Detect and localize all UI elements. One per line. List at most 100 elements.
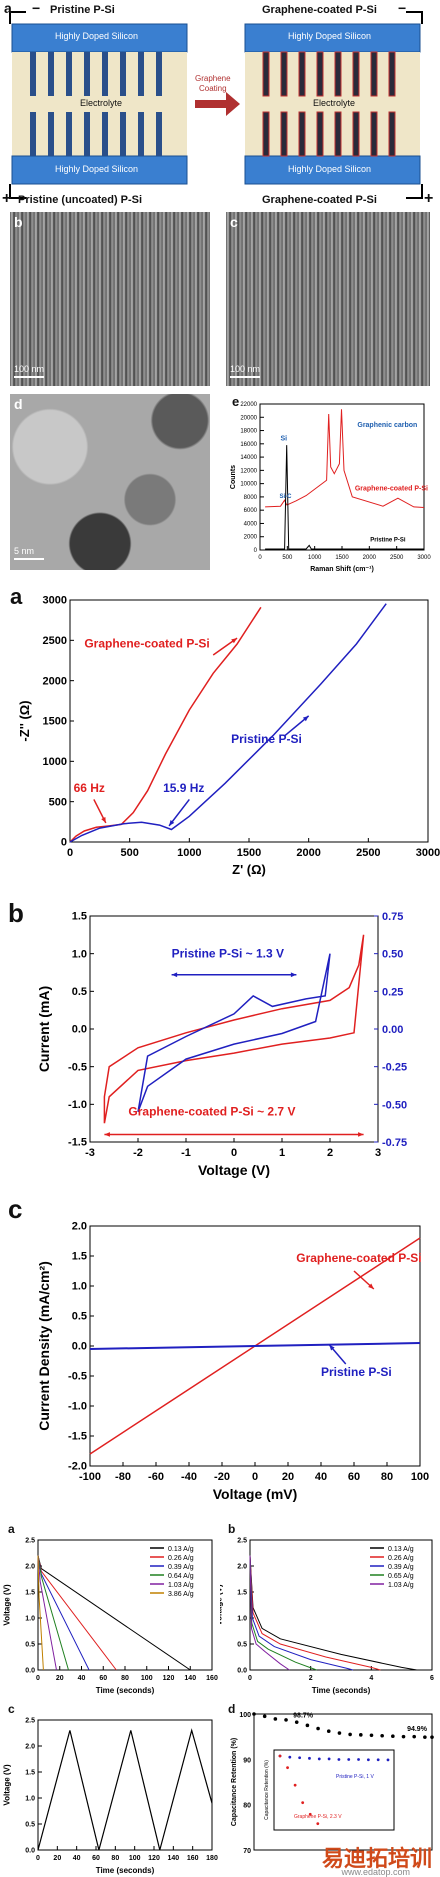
eis-annotation-66hz: 66 Hz <box>74 781 105 795</box>
retention-inset-annotation-pristine: Pristine P-Si, 1 V <box>336 1774 374 1780</box>
gcd_a-xlabel: Time (seconds) <box>96 1686 155 1695</box>
gcd_c-ytick-label: 1.0 <box>25 1795 35 1802</box>
eis-series-pristine <box>69 603 387 843</box>
eis-xtick-label: 2500 <box>356 847 380 859</box>
gcd-label-d: d <box>228 1702 236 1716</box>
eis-xtick-label: 0 <box>67 847 73 859</box>
cv-ytick-label: -1.0 <box>68 1099 87 1111</box>
retention-point <box>391 1734 395 1739</box>
gcd-label-a: a <box>8 1522 15 1536</box>
doped-bottom-left: Highly Doped Silicon <box>55 164 139 174</box>
gcd_c-xtick-label: 120 <box>148 1855 160 1862</box>
raman-xtick-label: 1500 <box>335 555 349 561</box>
eis-panel-label: a <box>10 584 23 609</box>
eis-ytick-label: 3000 <box>43 595 67 607</box>
gcd_b-ytick-label: 2.5 <box>237 1537 247 1544</box>
gcd_a-xtick-label: 60 <box>99 1675 107 1682</box>
cv-ytick-label: 0.0 <box>72 1024 87 1036</box>
raman-xtick-label: 500 <box>282 555 293 561</box>
eis-ytick-label: 1500 <box>43 716 67 728</box>
iv-ylabel: Current Density (mA/cm²) <box>36 1261 52 1431</box>
iv-annotation-pristine: Pristine P-Si <box>321 1365 392 1379</box>
retention-point <box>273 1717 278 1721</box>
retention-inset-point-1 <box>316 1822 320 1826</box>
plus-left: + <box>2 190 12 207</box>
minus-left: − <box>32 0 41 16</box>
gcd_b-xlabel: Time (seconds) <box>312 1686 371 1695</box>
retention-plot-frame <box>253 1713 433 1851</box>
retention-ytick-label: 90 <box>243 1757 251 1764</box>
cv-chart: -3 -2 -1 0 1 2 3 -1.5 -1.0 -0.5 0.0 0.5 1.0 1.5 Voltag… <box>36 911 407 1178</box>
gcd_b-xtick-label: 4 <box>369 1675 373 1682</box>
gcd_c-ytick-label: 0.5 <box>25 1821 35 1828</box>
eis-xtick-label: 3000 <box>416 847 440 859</box>
gcd_a-ytick-label: 2.0 <box>25 1563 35 1570</box>
retention-inset-point-0 <box>347 1758 351 1761</box>
gcd_c-xlabel: Time (seconds) <box>96 1866 155 1875</box>
eis-chart: 0 500 1000 1500 2000 2500 3000 0 500 1000 1500 2000… <box>17 595 440 877</box>
gcd_a-legend-label: 3.86 A/g <box>168 1591 194 1598</box>
eis-xtick-label: 2000 <box>296 847 320 859</box>
retention-ytick-label: 70 <box>243 1848 251 1855</box>
iv-ytick-label: -1.0 <box>68 1401 87 1413</box>
iv-ytick-label: -0.5 <box>68 1371 87 1383</box>
iv-ytick-label: 1.0 <box>72 1281 87 1293</box>
gcd_b-series-2 <box>249 1555 354 1671</box>
electrolyte-left: Electrolyte <box>80 98 123 108</box>
retention-ytick-label: 80 <box>243 1803 251 1810</box>
gcd_a-ytick-label: 1.5 <box>25 1589 35 1596</box>
scale-bar-d: 5 nm <box>14 546 45 560</box>
gcd_c-series <box>37 1728 213 1851</box>
raman-xtick-label: 3000 <box>417 555 431 561</box>
retention-point <box>284 1718 288 1722</box>
cv-series-pristine <box>137 953 331 1113</box>
cv-series-graphene <box>103 934 365 1124</box>
sem-image-c <box>226 212 430 386</box>
iv-xtick-label: -20 <box>214 1471 230 1483</box>
retention-inset-point-0 <box>337 1758 341 1761</box>
gcd_c-xtick-label: 160 <box>187 1855 199 1862</box>
arrow-label-1: Graphene <box>195 74 231 83</box>
cv-xtick-label: 0 <box>231 1147 237 1159</box>
gcd_a-legend-label: 0.64 A/g <box>168 1573 194 1580</box>
raman-xtick-label: 0 <box>258 555 262 561</box>
retention-point <box>401 1734 406 1739</box>
gcd_c-xtick-label: 60 <box>92 1855 100 1862</box>
eis-xlabel: Z' (Ω) <box>232 862 266 877</box>
raman-annotation-pristine: Pristine P-Si <box>370 537 406 543</box>
gcd_a-legend-label: 1.03 A/g <box>168 1582 194 1589</box>
cv-y2tick-label: 0.75 <box>382 911 403 923</box>
eis-series-graphene <box>69 606 262 843</box>
gcd_a-ytick-label: 1.0 <box>25 1615 35 1622</box>
retention-point <box>430 1735 434 1739</box>
gcd_a-series-5 <box>37 1555 44 1671</box>
iv-panel-label: c <box>8 1194 23 1224</box>
electrolyte-right: Electrolyte <box>313 98 356 108</box>
eis-ytick-label: 0 <box>61 837 67 849</box>
doped-bottom-right: Highly Doped Silicon <box>288 164 372 174</box>
retention-point <box>294 1720 299 1724</box>
gcd-chart-c: 0 20 40 60 80 100 120 140 160 180 0.0 0.5 1.0 1.5 2.0 2… <box>3 1717 218 1875</box>
raman-ytick-label: 12000 <box>240 468 257 474</box>
gcd_c-xtick-label: 20 <box>53 1855 61 1862</box>
panel-label-d: d <box>14 396 23 412</box>
gcd-chart-b: 0 2 4 6 0.0 0.5 1.0 1.5 2.0 2.5 Time (seconds) Volt… <box>220 1537 434 1695</box>
cv-ytick-label: 0.5 <box>72 986 87 998</box>
gcd_b-plot-frame <box>249 1539 433 1671</box>
cv-xtick-label: 2 <box>327 1147 333 1159</box>
iv-chart: -100 -80 -60 -40 -20 0 20 40 60 80 100 -2.0 -1.5 -1.0… <box>36 1221 429 1502</box>
right-title: Graphene-coated P-Si <box>262 4 377 16</box>
gcd_b-ytick-label: 2.0 <box>237 1563 247 1570</box>
scale-bar-b: 100 nm <box>14 364 45 378</box>
gcd_b-series-4 <box>249 1555 290 1671</box>
cv-panel-label: b <box>8 898 24 928</box>
gcd_a-xtick-label: 120 <box>163 1675 175 1682</box>
cv-ytick-label: 1.5 <box>72 911 87 923</box>
iv-ytick-label: 0.5 <box>72 1311 87 1323</box>
retention-inset-point-1 <box>278 1754 282 1758</box>
raman-ylabel: Counts <box>230 465 237 489</box>
raman-ytick-label: 6000 <box>244 508 258 514</box>
gcd_c-xtick-label: 100 <box>129 1855 141 1862</box>
retention-inset-point-0 <box>317 1757 321 1761</box>
gcd_b-legend-label: 1.03 A/g <box>388 1582 414 1589</box>
